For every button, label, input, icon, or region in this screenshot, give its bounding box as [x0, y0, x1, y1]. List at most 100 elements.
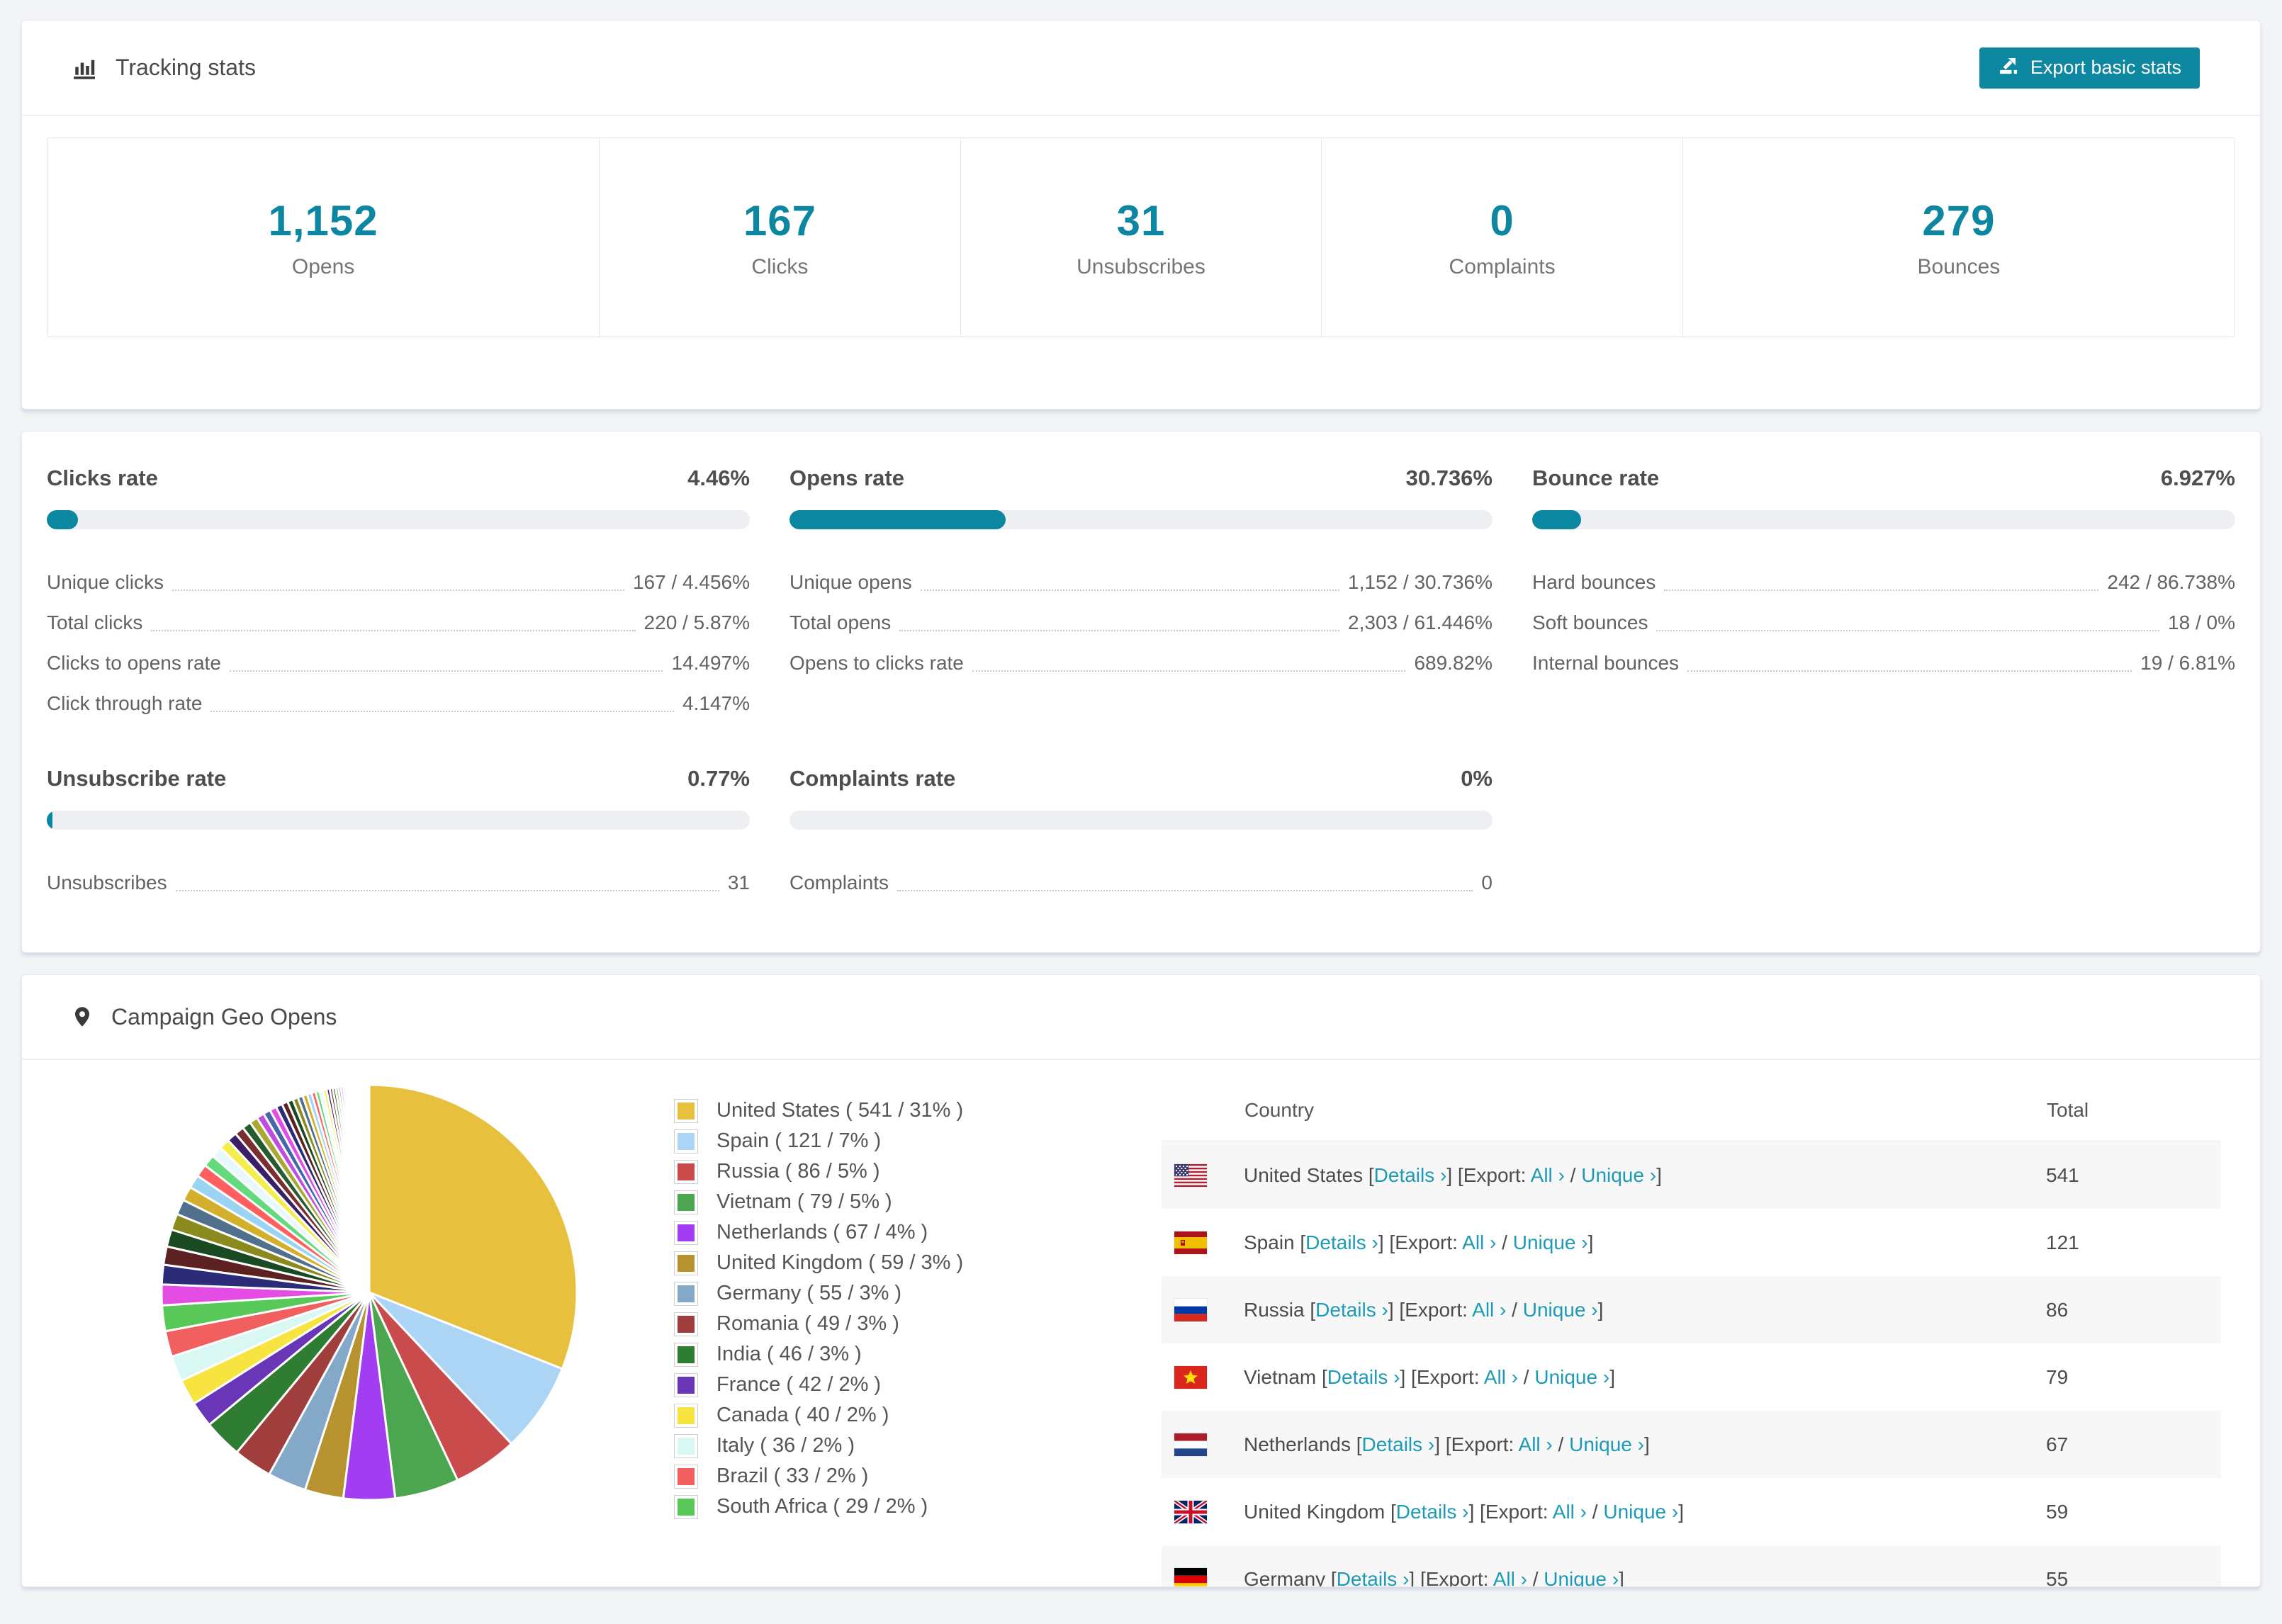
- legend-label: South Africa ( 29 / 2% ): [716, 1495, 928, 1518]
- flag-us-icon: [1174, 1163, 1207, 1187]
- export-all-link[interactable]: All ›: [1472, 1298, 1507, 1321]
- flag-de-icon: [1174, 1567, 1207, 1586]
- rate-progress-fill: [47, 510, 79, 529]
- flag-gb-icon: [1174, 1500, 1207, 1523]
- total-cell: 86: [2046, 1298, 2069, 1321]
- detail-value: 2,303 / 61.446%: [1348, 611, 1493, 633]
- legend-label: United States ( 541 / 31% ): [716, 1099, 964, 1122]
- country-text: United States [Details ›] [Export: All ›…: [1244, 1163, 1662, 1186]
- stat-value: 167: [743, 196, 816, 244]
- detail-value: 0: [1481, 872, 1493, 893]
- rate-block-2: Bounce rate 6.927% Hard bounces 242 / 86.73…: [1532, 466, 2235, 718]
- rate-detail-row: Opens to clicks rate 689.82%: [789, 637, 1493, 677]
- dotted-leader: [175, 890, 719, 891]
- legend-item-russia: Russia ( 86 / 5% ): [674, 1156, 1057, 1187]
- export-all-link[interactable]: All ›: [1518, 1433, 1553, 1455]
- legend-item-france: France ( 42 / 2% ): [674, 1370, 1057, 1400]
- export-all-link[interactable]: All ›: [1462, 1231, 1497, 1253]
- rate-progress-track: [47, 811, 750, 830]
- legend-swatch: [674, 1433, 698, 1458]
- rates-panel: Clicks rate 4.46% Unique clicks 167 / 4.456…: [21, 431, 2261, 953]
- geo-header: Campaign Geo Opens: [22, 975, 2260, 1060]
- legend-label: Romania ( 49 / 3% ): [716, 1312, 899, 1335]
- country-cell: Russia [Details ›] [Export: All › / Uniq…: [1162, 1276, 2046, 1343]
- geo-panel: Campaign Geo Opens United States ( 541 /…: [21, 974, 2261, 1587]
- detail-value: 242 / 86.738%: [2107, 571, 2235, 593]
- geo-body: United States ( 541 / 31% ) Spain ( 121 /…: [22, 1060, 2260, 1587]
- country-text: Spain [Details ›] [Export: All › / Uniqu…: [1244, 1231, 1594, 1253]
- stat-label: Clicks: [751, 254, 809, 278]
- details-link[interactable]: Details ›: [1373, 1163, 1447, 1186]
- geo-legend: United States ( 541 / 31% ) Spain ( 121 /…: [674, 1095, 1057, 1522]
- legend-label: France ( 42 / 2% ): [716, 1373, 882, 1396]
- export-unique-link[interactable]: Unique ›: [1581, 1163, 1657, 1186]
- details-link[interactable]: Details ›: [1327, 1365, 1400, 1388]
- detail-value: 18 / 0%: [2168, 611, 2235, 633]
- export-all-link[interactable]: All ›: [1493, 1567, 1527, 1587]
- country-cell: Vietnam [Details ›] [Export: All › / Uni…: [1162, 1343, 2046, 1411]
- rate-detail-row: Complaints 0: [789, 857, 1493, 897]
- table-row-de: Germany [Details ›] [Export: All › / Uni…: [1162, 1545, 2221, 1587]
- rate-detail-row: Click through rate 4.147%: [47, 677, 750, 718]
- details-link[interactable]: Details ›: [1361, 1433, 1435, 1455]
- panel-title-tracking-stats: Tracking stats: [72, 55, 256, 81]
- legend-swatch: [674, 1281, 698, 1306]
- legend-label: Brazil ( 33 / 2% ): [716, 1465, 869, 1487]
- legend-item-india: India ( 46 / 3% ): [674, 1339, 1057, 1370]
- dotted-leader: [229, 670, 663, 672]
- rate-title: Complaints rate: [789, 766, 956, 791]
- rate-block-1: Opens rate 30.736% Unique opens 1,152 / 30.…: [789, 466, 1493, 718]
- details-link[interactable]: Details ›: [1336, 1567, 1410, 1587]
- legend-item-germany: Germany ( 55 / 3% ): [674, 1278, 1057, 1309]
- detail-label: Unique clicks: [47, 571, 164, 593]
- stat-label: Bounces: [1917, 254, 2001, 278]
- country-cell: Spain [Details ›] [Export: All › / Uniqu…: [1162, 1209, 2046, 1276]
- rate-progress-track: [789, 811, 1493, 830]
- export-unique-link[interactable]: Unique ›: [1569, 1433, 1644, 1455]
- export-unique-link[interactable]: Unique ›: [1544, 1567, 1619, 1587]
- rate-progress-fill: [1532, 510, 1581, 529]
- rate-value: 6.927%: [2160, 466, 2235, 490]
- rate-progress-track: [1532, 510, 2235, 529]
- export-unique-link[interactable]: Unique ›: [1603, 1500, 1679, 1523]
- country-cell-content: United States [Details ›] [Export: All ›…: [1162, 1163, 2046, 1187]
- stat-value: 279: [1922, 196, 1996, 244]
- details-link[interactable]: Details ›: [1305, 1231, 1378, 1253]
- legend-label: Canada ( 40 / 2% ): [716, 1404, 889, 1426]
- detail-value: 689.82%: [1414, 652, 1493, 674]
- rate-detail-row: Total clicks 220 / 5.87%: [47, 597, 750, 637]
- country-text: Netherlands [Details ›] [Export: All › /…: [1244, 1433, 1650, 1455]
- total-cell: 121: [2046, 1231, 2079, 1253]
- export-all-link[interactable]: All ›: [1530, 1163, 1565, 1186]
- details-link[interactable]: Details ›: [1315, 1298, 1388, 1321]
- rate-detail-rows: Complaints 0: [789, 857, 1493, 897]
- rate-detail-row: Hard bounces 242 / 86.738%: [1532, 556, 2235, 597]
- export-all-link[interactable]: All ›: [1483, 1365, 1518, 1388]
- detail-label: Unique opens: [789, 571, 912, 593]
- flag-es-icon: [1174, 1231, 1207, 1254]
- detail-label: Unsubscribes: [47, 872, 167, 893]
- details-link[interactable]: Details ›: [1395, 1500, 1469, 1523]
- rates-grid: Clicks rate 4.46% Unique clicks 167 / 4.456…: [47, 466, 2235, 897]
- legend-swatch: [674, 1129, 698, 1154]
- summary-stat-opens: 1,152 Opens: [47, 138, 599, 337]
- legend-label: Spain ( 121 / 7% ): [716, 1129, 882, 1152]
- rate-header: Opens rate 30.736%: [789, 466, 1493, 491]
- export-unique-link[interactable]: Unique ›: [1522, 1298, 1598, 1321]
- rate-progress-fill: [47, 811, 52, 830]
- export-all-link[interactable]: All ›: [1552, 1500, 1587, 1523]
- rate-detail-rows: Unique clicks 167 / 4.456% Total clicks 220…: [47, 556, 750, 718]
- legend-item-south-africa: South Africa ( 29 / 2% ): [674, 1492, 1057, 1522]
- legend-swatch: [674, 1372, 698, 1397]
- export-basic-stats-button[interactable]: Export basic stats: [1979, 47, 2200, 89]
- legend-label: India ( 46 / 3% ): [716, 1343, 862, 1365]
- export-unique-link[interactable]: Unique ›: [1512, 1231, 1588, 1253]
- table-row-ru: Russia [Details ›] [Export: All › / Uniq…: [1162, 1276, 2221, 1343]
- legend-item-canada: Canada ( 40 / 2% ): [674, 1400, 1057, 1431]
- panel-title-geo: Campaign Geo Opens: [72, 1003, 337, 1031]
- detail-label: Internal bounces: [1532, 652, 1680, 674]
- detail-label: Hard bounces: [1532, 571, 1656, 593]
- legend-item-vietnam: Vietnam ( 79 / 5% ): [674, 1187, 1057, 1217]
- country-cell-content: Vietnam [Details ›] [Export: All › / Uni…: [1162, 1365, 2046, 1389]
- export-unique-link[interactable]: Unique ›: [1534, 1365, 1610, 1388]
